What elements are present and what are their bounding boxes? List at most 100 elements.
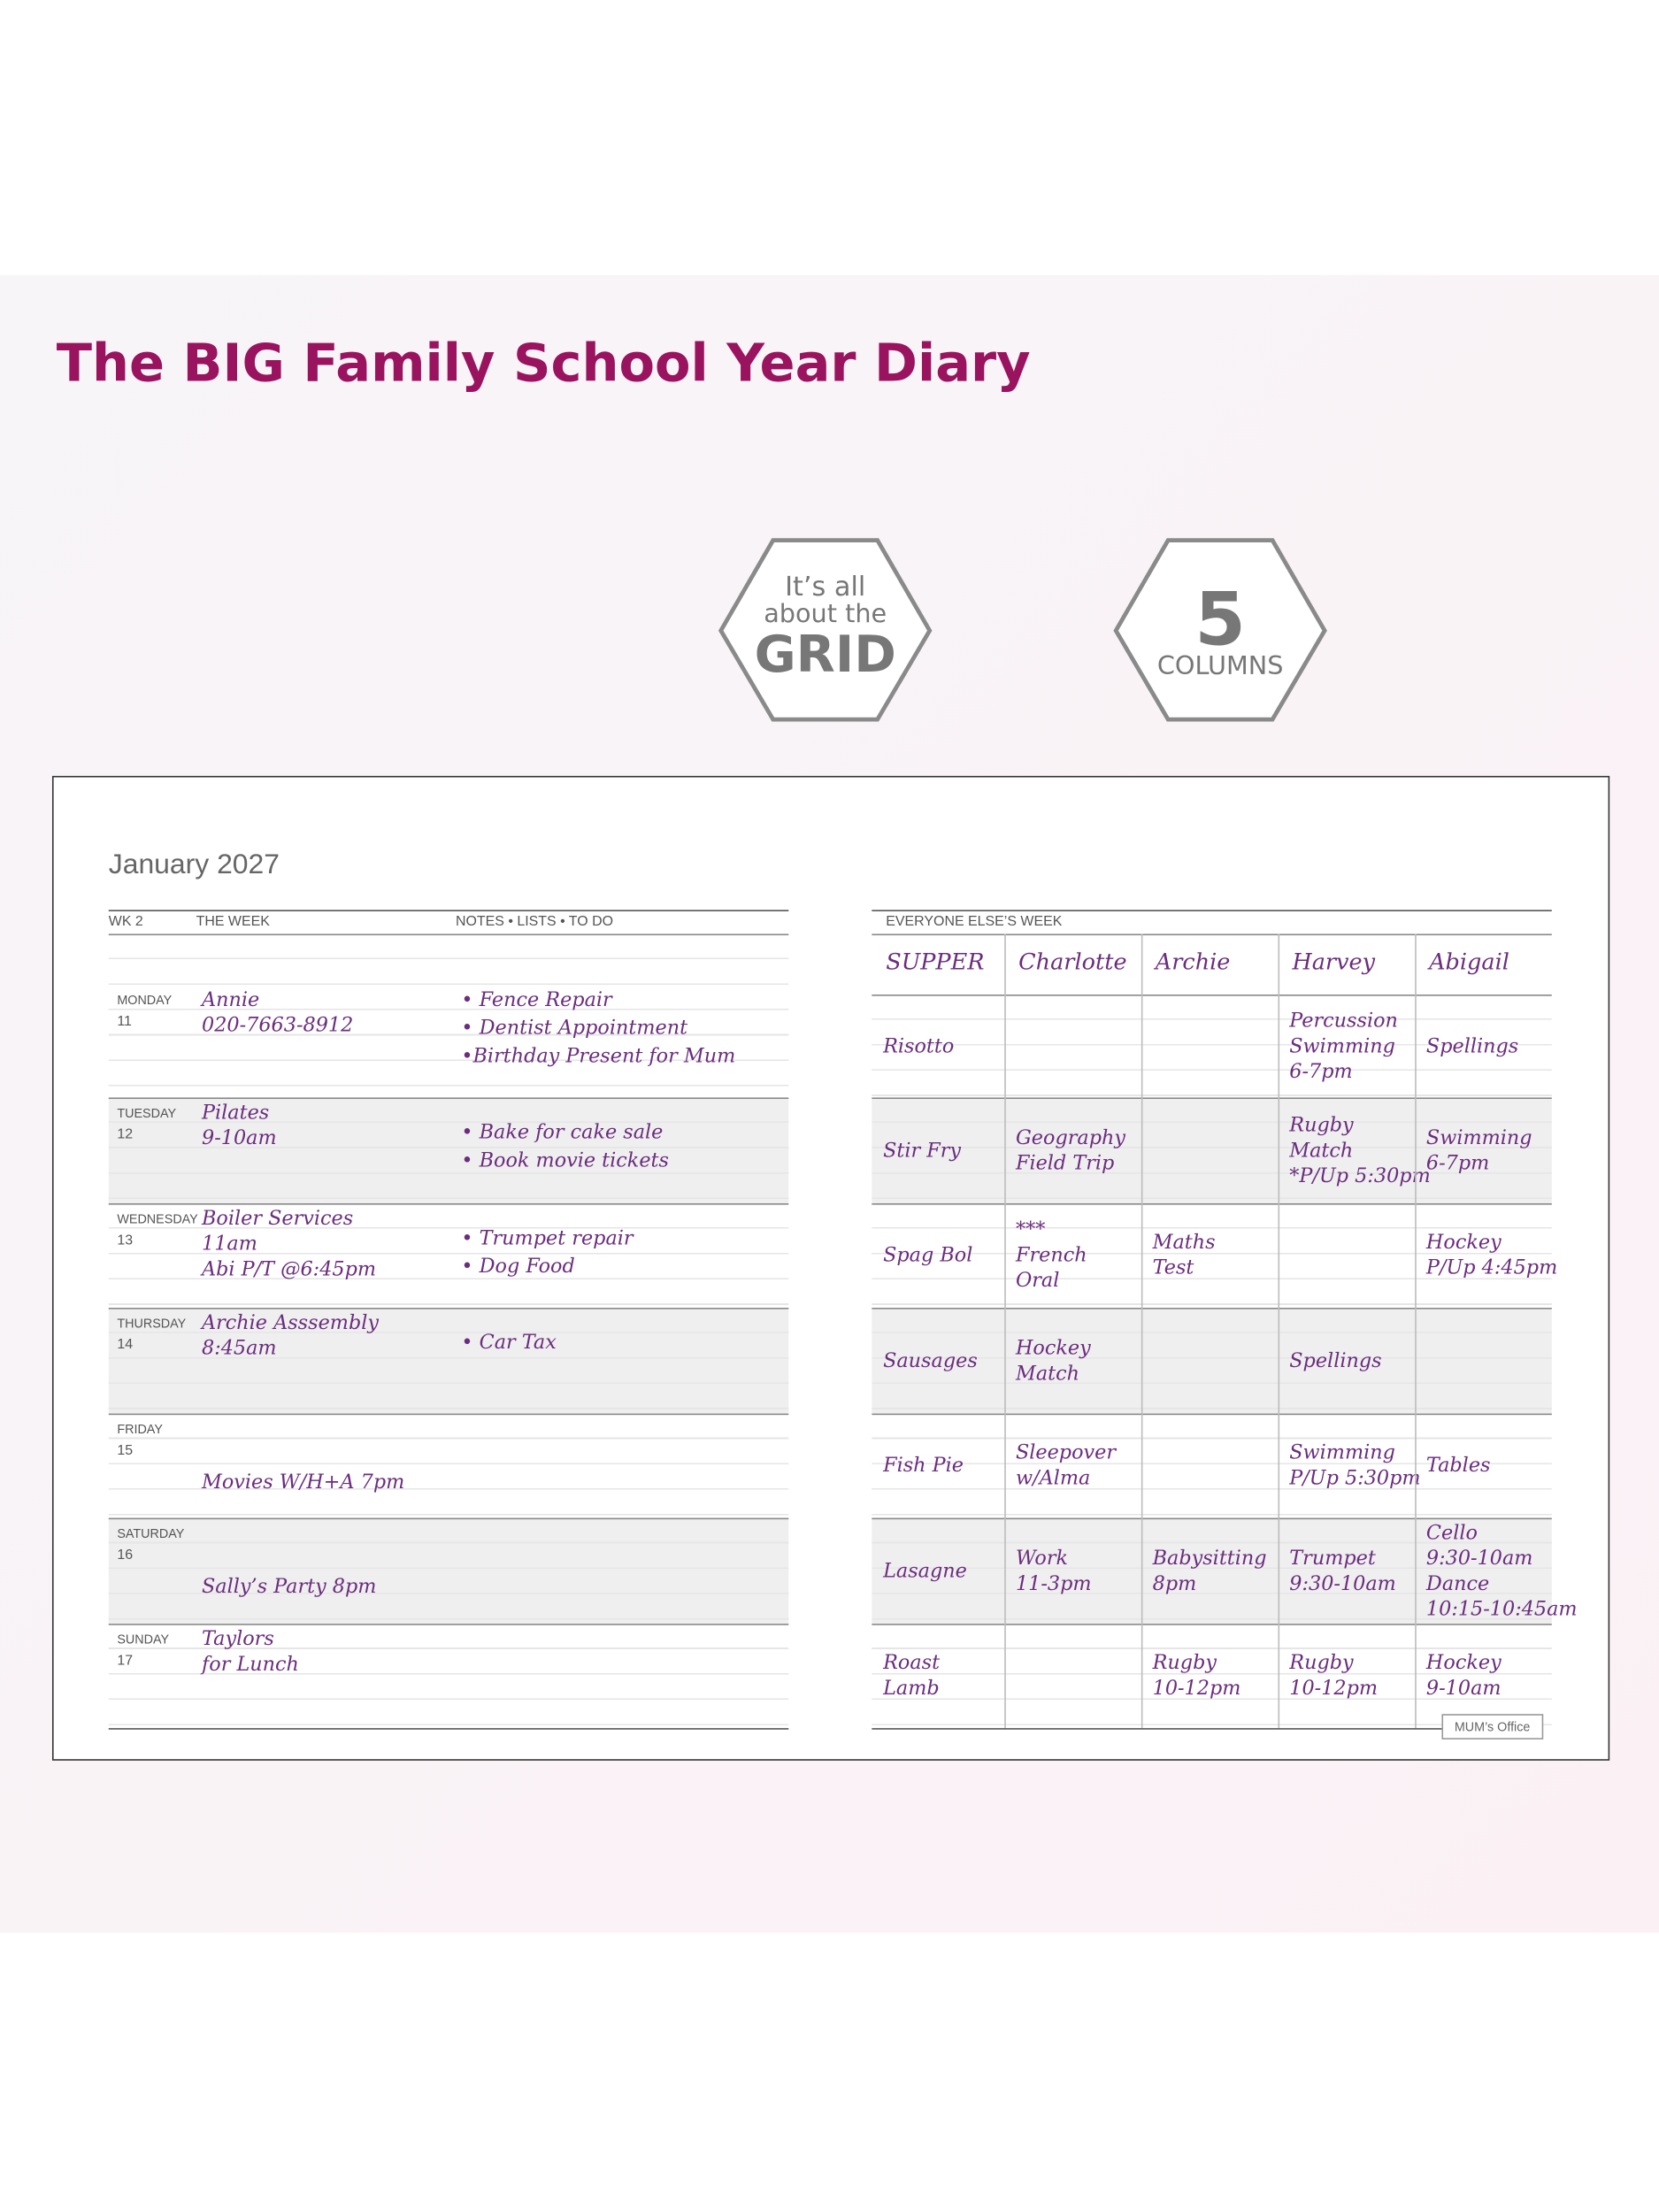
cell-entry: Tables xyxy=(1425,1454,1491,1478)
cell-entry: Spag Bol xyxy=(883,1244,973,1267)
cell-entry: 6-7pm xyxy=(1289,1060,1353,1083)
day-row xyxy=(108,1097,789,1204)
cell-entry: Swimming xyxy=(1289,1441,1395,1464)
week-entry: Abi P/T @6:45pm xyxy=(201,1258,377,1281)
day-date: 16 xyxy=(117,1548,134,1563)
cell-entry: Spellings xyxy=(1289,1349,1382,1372)
row-divider xyxy=(872,995,1552,996)
week-entry: 11am xyxy=(201,1233,257,1256)
cell-entry: 8pm xyxy=(1152,1571,1197,1595)
day-row xyxy=(108,1307,789,1414)
cell-entry: w/Alma xyxy=(1015,1467,1091,1490)
cell-entry: Babysitting xyxy=(1152,1547,1267,1570)
day-date: 14 xyxy=(117,1337,134,1354)
week-entry: Archie Asssembly xyxy=(201,1311,380,1335)
cell-entry: Lasagne xyxy=(883,1559,967,1583)
week-entry: 9-10am xyxy=(201,1126,277,1150)
note: • Dog Food xyxy=(461,1256,575,1279)
cell-entry: Fish Pie xyxy=(883,1454,964,1478)
cell-entry: Test xyxy=(1152,1256,1194,1280)
cell-entry: Rugby xyxy=(1289,1652,1354,1675)
row-divider xyxy=(108,1307,789,1310)
column-header: EVERYONE ELSE’S WEEK xyxy=(886,914,1063,930)
day-name: THURSDAY xyxy=(117,1316,187,1331)
badge-text: It’s all xyxy=(785,572,865,603)
row-divider xyxy=(108,1097,789,1100)
cell-entry: Work xyxy=(1015,1547,1069,1570)
note: • Fence Repair xyxy=(461,988,612,1012)
day-row xyxy=(108,1624,789,1729)
cell-entry: Spellings xyxy=(1425,1034,1519,1057)
row-divider xyxy=(108,933,789,936)
column-header: THE WEEK xyxy=(196,914,270,930)
badge-text: about the xyxy=(764,598,887,628)
cell-entry: Rugby xyxy=(1289,1113,1354,1137)
day-date: 12 xyxy=(117,1126,134,1143)
grid-row xyxy=(872,995,1552,1098)
cell-entry: 11-3pm xyxy=(1015,1571,1092,1595)
cell-entry: Match xyxy=(1289,1139,1354,1162)
day-name: SUNDAY xyxy=(117,1632,170,1647)
badge-text: COLUMNS xyxy=(1157,650,1284,680)
rule xyxy=(872,1728,1442,1730)
cell-entry: Match xyxy=(1015,1362,1079,1385)
grid-row xyxy=(872,1413,1552,1518)
row-divider xyxy=(872,1624,1552,1625)
column-name: SUPPER xyxy=(886,948,985,975)
column-divider xyxy=(1004,933,1006,1729)
hexagon xyxy=(718,538,933,722)
day-row xyxy=(108,1413,789,1518)
cell-entry: Swimming xyxy=(1289,1034,1395,1057)
note: • Dentist Appointment xyxy=(461,1017,688,1041)
rule xyxy=(108,910,789,911)
row-divider xyxy=(108,1624,789,1625)
column-header: WK 2 xyxy=(108,914,143,930)
rule xyxy=(872,933,1552,936)
note: • Car Tax xyxy=(461,1332,557,1355)
week-entry: 020-7663-8912 xyxy=(201,1014,354,1037)
cell-entry: Risotto xyxy=(883,1034,955,1057)
week-entry: Sally’s Party 8pm xyxy=(201,1575,377,1599)
cell-entry: Maths xyxy=(1152,1231,1216,1255)
badge-text: 5 xyxy=(1194,577,1246,663)
cell-entry: P/Up 4:45pm xyxy=(1425,1256,1558,1280)
week-entry: 8:45am xyxy=(201,1337,277,1360)
day-row xyxy=(108,1517,789,1624)
cell-entry: 9:30-10am xyxy=(1425,1548,1533,1571)
badges: It’s all about the GRID 5 COLUMNS xyxy=(718,538,1327,722)
grid-row xyxy=(872,1624,1552,1729)
cell-entry: French xyxy=(1015,1244,1087,1267)
cell-entry: Rugby xyxy=(1152,1652,1217,1675)
cell-entry: Roast xyxy=(883,1652,941,1675)
cell-entry: Hockey xyxy=(1425,1231,1502,1255)
cell-entry: Hockey xyxy=(1425,1652,1502,1675)
day-name: SATURDAY xyxy=(117,1526,185,1541)
column-name: Charlotte xyxy=(1018,948,1127,975)
day-name: MONDAY xyxy=(117,993,173,1008)
column-divider xyxy=(1141,933,1143,1729)
row-divider xyxy=(108,1203,789,1205)
cell-entry: 9:30-10am xyxy=(1289,1571,1396,1595)
rule xyxy=(872,910,1552,911)
grid-row xyxy=(872,1097,1552,1204)
week-entry: Movies W/H+A 7pm xyxy=(201,1471,405,1494)
row-divider xyxy=(872,1517,1552,1520)
day-date: 17 xyxy=(117,1653,134,1670)
column-name: Harvey xyxy=(1292,948,1376,975)
cell-entry: Trumpet xyxy=(1289,1547,1376,1570)
row-divider xyxy=(872,1413,1552,1416)
cell-entry: *** xyxy=(1015,1218,1046,1242)
day-date: 13 xyxy=(117,1233,134,1249)
row-divider xyxy=(108,1517,789,1520)
week-entry: Pilates xyxy=(201,1102,270,1125)
cell-entry: Cello xyxy=(1425,1522,1478,1545)
cell-entry: Hockey xyxy=(1015,1336,1091,1360)
cell-entry: Sleepover xyxy=(1015,1441,1117,1464)
note: •Birthday Present for Mum xyxy=(461,1045,736,1068)
row-divider xyxy=(872,1203,1552,1205)
note: • Book movie tickets xyxy=(461,1149,669,1172)
grid-row xyxy=(872,1307,1552,1414)
day-row xyxy=(108,1203,789,1308)
row-divider xyxy=(872,1097,1552,1100)
